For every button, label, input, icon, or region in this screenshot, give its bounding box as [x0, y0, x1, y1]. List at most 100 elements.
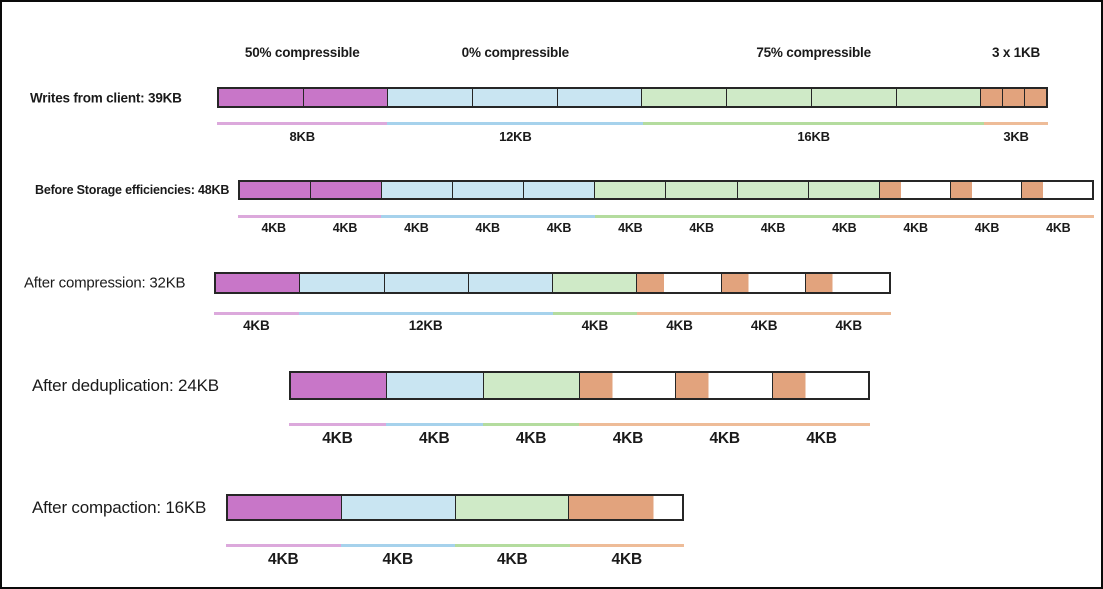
block-segment-green: [895, 89, 981, 106]
size-label: 4KB: [382, 551, 414, 568]
underline-segment-orange: [637, 312, 891, 315]
size-label: 4KB: [332, 221, 358, 235]
size-label: 8KB: [289, 129, 316, 144]
underline-segment-magenta: [238, 215, 381, 218]
block-segment-green: [665, 182, 737, 198]
block-segment-orange-white: [1020, 182, 1092, 198]
underline-segment-magenta: [214, 312, 299, 315]
underline-segment-blue: [340, 544, 455, 547]
size-label: 16KB: [797, 129, 830, 144]
size-label: 4KB: [581, 318, 609, 333]
underline-segment-green: [482, 423, 580, 426]
block-segment-blue: [452, 182, 524, 198]
size-label: 4KB: [666, 318, 693, 333]
block-segment-orange-white: [675, 373, 772, 398]
underline-segment-green: [594, 215, 880, 218]
block-segment-magenta: [240, 182, 311, 198]
underline-segment-blue: [387, 122, 644, 125]
size-label: 4KB: [404, 221, 429, 235]
underline-segment-magenta: [289, 423, 386, 426]
compressibility-header-label: 75% compressible: [756, 45, 871, 60]
block-segment-magenta: [310, 182, 382, 198]
block-segment-orange: [1002, 89, 1025, 106]
size-label: 4KB: [689, 221, 714, 235]
underline-after-compaction: [226, 544, 684, 547]
block-segment-green: [454, 496, 569, 519]
size-label: 4KB: [546, 221, 572, 235]
row-label-after-deduplication: After deduplication: 24KB: [32, 375, 219, 395]
block-segment-green: [807, 182, 879, 198]
block-segment-blue: [523, 182, 595, 198]
bar-before-storage-efficiencies: [238, 180, 1094, 200]
row-label-before-storage-efficiencies: Before Storage efficiencies: 48KB: [35, 183, 230, 197]
size-labels-after-compaction: 4KB 4KB 4KB 4KB: [226, 551, 684, 569]
size-label: 4KB: [832, 221, 857, 235]
row-label-after-compaction: After compaction: 16KB: [32, 497, 207, 517]
block-segment-orange: [980, 89, 1003, 106]
size-labels-writes-from-client: 8KB 12KB 16KB 3KB: [217, 129, 1048, 144]
size-label: 12KB: [408, 318, 443, 333]
underline-segment-blue: [380, 215, 595, 218]
underline-segment-orange: [880, 215, 1094, 218]
size-label: 4KB: [243, 318, 270, 333]
block-segment-blue: [340, 496, 455, 519]
underline-before-storage-efficiencies: [238, 215, 1094, 218]
underline-segment-orange: [984, 122, 1048, 125]
block-segment-orange-white: [720, 274, 805, 292]
block-segment-magenta: [291, 373, 387, 398]
block-segment-green: [641, 89, 727, 106]
size-label: 4KB: [835, 318, 862, 333]
block-segment-green: [482, 373, 579, 398]
underline-segment-green: [643, 122, 985, 125]
block-segment-orange-white: [636, 274, 721, 292]
size-label: 4KB: [903, 221, 928, 235]
size-label: 4KB: [419, 430, 450, 447]
bar-after-compression: [214, 272, 891, 294]
size-labels-after-compression: 4KB 12KB 4KB 4KB 4KB 4KB: [214, 318, 891, 333]
block-segment-magenta: [219, 89, 303, 106]
size-label: 4KB: [268, 551, 299, 568]
compressibility-header-label: 0% compressible: [461, 45, 570, 60]
block-segment-blue: [383, 274, 468, 292]
size-label: 4KB: [475, 221, 500, 235]
compressibility-header-row: 50% compressible 0% compressible 75% compr…: [217, 45, 1048, 60]
block-segment-orange-white: [878, 182, 950, 198]
block-segment-green: [736, 182, 808, 198]
underline-segment-green: [552, 312, 638, 315]
size-label: 4KB: [760, 221, 786, 235]
underline-after-deduplication: [289, 423, 870, 426]
block-segment-green: [552, 274, 637, 292]
block-segment-magenta: [228, 496, 341, 519]
block-segment-blue: [381, 182, 453, 198]
block-segment-magenta: [216, 274, 300, 292]
underline-segment-orange: [579, 423, 870, 426]
size-label: 4KB: [974, 221, 1000, 235]
underline-segment-green: [455, 544, 570, 547]
block-segment-blue: [556, 89, 642, 106]
underline-segment-blue: [385, 423, 483, 426]
block-segment-green: [810, 89, 896, 106]
block-segment-orange: [1024, 89, 1046, 106]
compressibility-header-label: 50% compressible: [244, 45, 360, 60]
bar-after-deduplication: [289, 371, 870, 400]
underline-segment-magenta: [217, 122, 388, 125]
underline-after-compression: [214, 312, 891, 315]
underline-segment-magenta: [226, 544, 341, 547]
block-segment-orange-white: [771, 373, 868, 398]
block-segment-blue: [387, 89, 473, 106]
block-segment-green: [594, 182, 666, 198]
block-segment-blue: [467, 274, 552, 292]
block-segment-blue: [386, 373, 483, 398]
block-segment-orange-white: [804, 274, 889, 292]
block-segment-magenta: [302, 89, 388, 106]
block-segment-orange-white: [568, 496, 682, 519]
row-label-writes-from-client: Writes from client: 39KB: [30, 90, 182, 105]
size-label: 4KB: [497, 551, 528, 568]
size-labels-after-deduplication: 4KB 4KB 4KB 4KB 4KB 4KB: [289, 430, 870, 448]
size-label: 12KB: [499, 129, 532, 144]
size-labels-before-storage-efficiencies: 4KB 4KB 4KB 4KB 4KB 4KB 4KB 4KB 4KB 4KB 4KB 4KB: [238, 221, 1094, 235]
block-segment-orange-white: [578, 373, 676, 398]
bar-writes-from-client: [217, 87, 1048, 108]
compressibility-header-label: 3 x 1KB: [991, 45, 1041, 60]
